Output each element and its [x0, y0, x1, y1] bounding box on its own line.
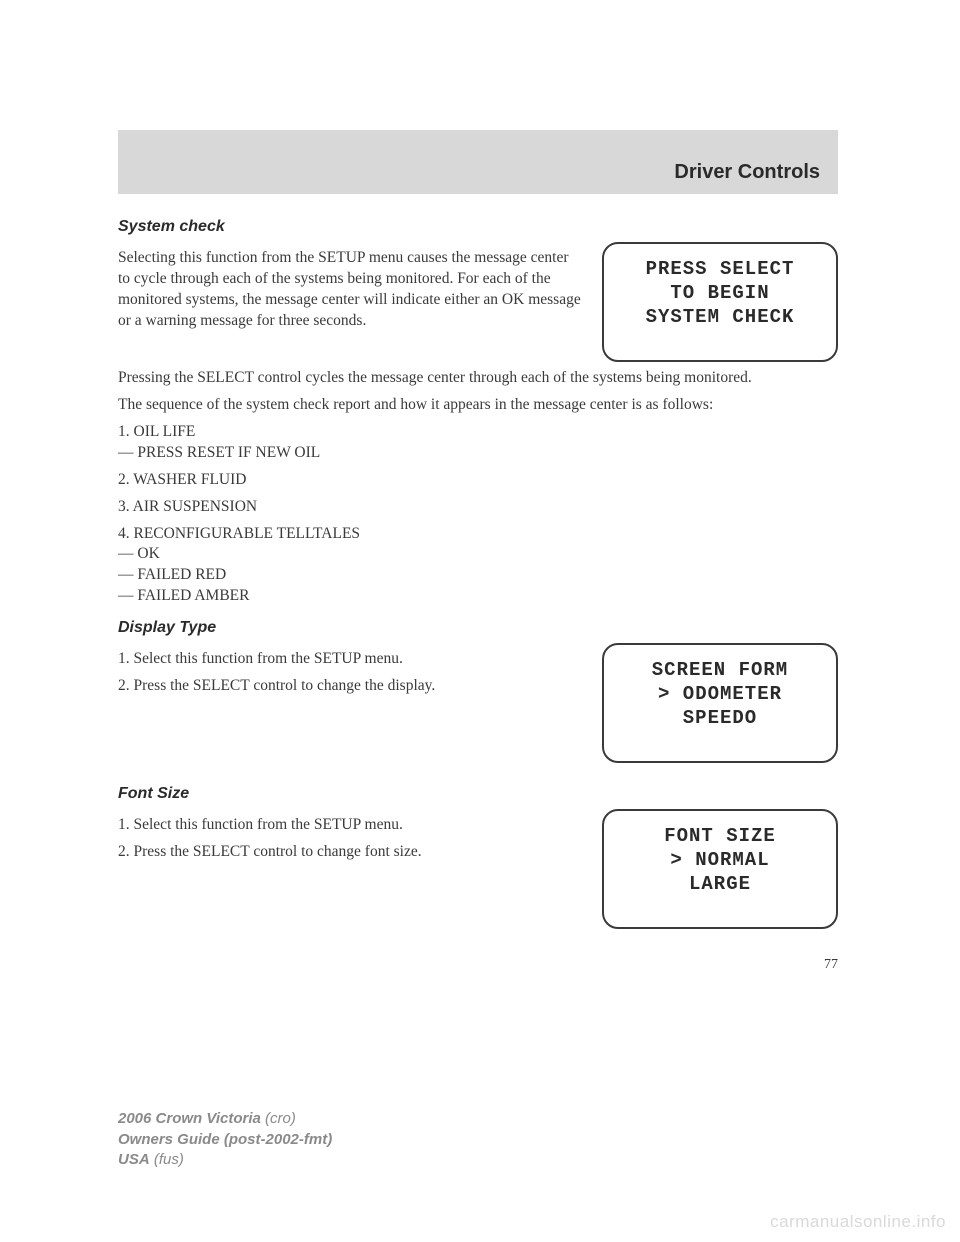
list-item-telltales-amber: — FAILED AMBER [118, 586, 838, 607]
display-type-row: 1. Select this function from the SETUP m… [118, 643, 838, 763]
footer-line3: USA (fus) [118, 1150, 332, 1170]
list-item-air-suspension: 3. AIR SUSPENSION [118, 497, 838, 518]
footer-line1: 2006 Crown Victoria (cro) [118, 1109, 332, 1129]
system-check-para1: Selecting this function from the SETUP m… [118, 248, 582, 332]
display-line: TO BEGIN [670, 282, 769, 306]
display-box-display-type: SCREEN FORM > ODOMETER SPEEDO [602, 643, 838, 763]
font-size-row: 1. Select this function from the SETUP m… [118, 809, 838, 929]
list-item-oil-life: 1. OIL LIFE [118, 422, 838, 443]
heading-font-size: Font Size [118, 785, 838, 803]
display-line: SPEEDO [683, 707, 757, 731]
system-check-para3: The sequence of the system check report … [118, 395, 838, 416]
system-check-row: Selecting this function from the SETUP m… [118, 242, 838, 362]
footer-region: USA [118, 1151, 150, 1168]
list-item-oil-life-sub: — PRESS RESET IF NEW OIL [118, 443, 838, 464]
display-line: PRESS SELECT [646, 258, 795, 282]
header-title: Driver Controls [674, 161, 820, 184]
heading-display-type: Display Type [118, 619, 838, 637]
list-item-telltales: 4. RECONFIGURABLE TELLTALES [118, 524, 838, 545]
display-line: FONT SIZE [664, 825, 776, 849]
display-box-system-check: PRESS SELECT TO BEGIN SYSTEM CHECK [602, 242, 838, 362]
display-line: > ODOMETER [658, 683, 782, 707]
watermark: carmanualsonline.info [770, 1212, 946, 1232]
header-bar: Driver Controls [118, 130, 838, 194]
display-line: > NORMAL [670, 849, 769, 873]
font-size-step1: 1. Select this function from the SETUP m… [118, 815, 582, 836]
system-check-text-col: Selecting this function from the SETUP m… [118, 242, 582, 338]
font-size-text-col: 1. Select this function from the SETUP m… [118, 809, 582, 869]
display-box-font-size: FONT SIZE > NORMAL LARGE [602, 809, 838, 929]
footer-line2: Owners Guide (post-2002-fmt) [118, 1130, 332, 1150]
display-type-step1: 1. Select this function from the SETUP m… [118, 649, 582, 670]
page-number: 77 [118, 957, 838, 973]
display-line: LARGE [689, 873, 751, 897]
display-type-text-col: 1. Select this function from the SETUP m… [118, 643, 582, 703]
display-line: SYSTEM CHECK [646, 306, 795, 330]
list-item-telltales-ok: — OK [118, 544, 838, 565]
footer-model: 2006 Crown Victoria [118, 1110, 261, 1127]
footer-model-code: (cro) [265, 1110, 296, 1127]
font-size-step2: 2. Press the SELECT control to change fo… [118, 842, 582, 863]
system-check-para2: Pressing the SELECT control cycles the m… [118, 368, 838, 389]
footer-region-code: (fus) [154, 1151, 184, 1168]
display-line: SCREEN FORM [652, 659, 788, 683]
list-item-telltales-red: — FAILED RED [118, 565, 838, 586]
list-item-washer-fluid: 2. WASHER FLUID [118, 470, 838, 491]
heading-system-check: System check [118, 218, 838, 236]
page-content: Driver Controls System check Selecting t… [118, 130, 838, 973]
display-type-step2: 2. Press the SELECT control to change th… [118, 676, 582, 697]
footer: 2006 Crown Victoria (cro) Owners Guide (… [118, 1109, 332, 1170]
